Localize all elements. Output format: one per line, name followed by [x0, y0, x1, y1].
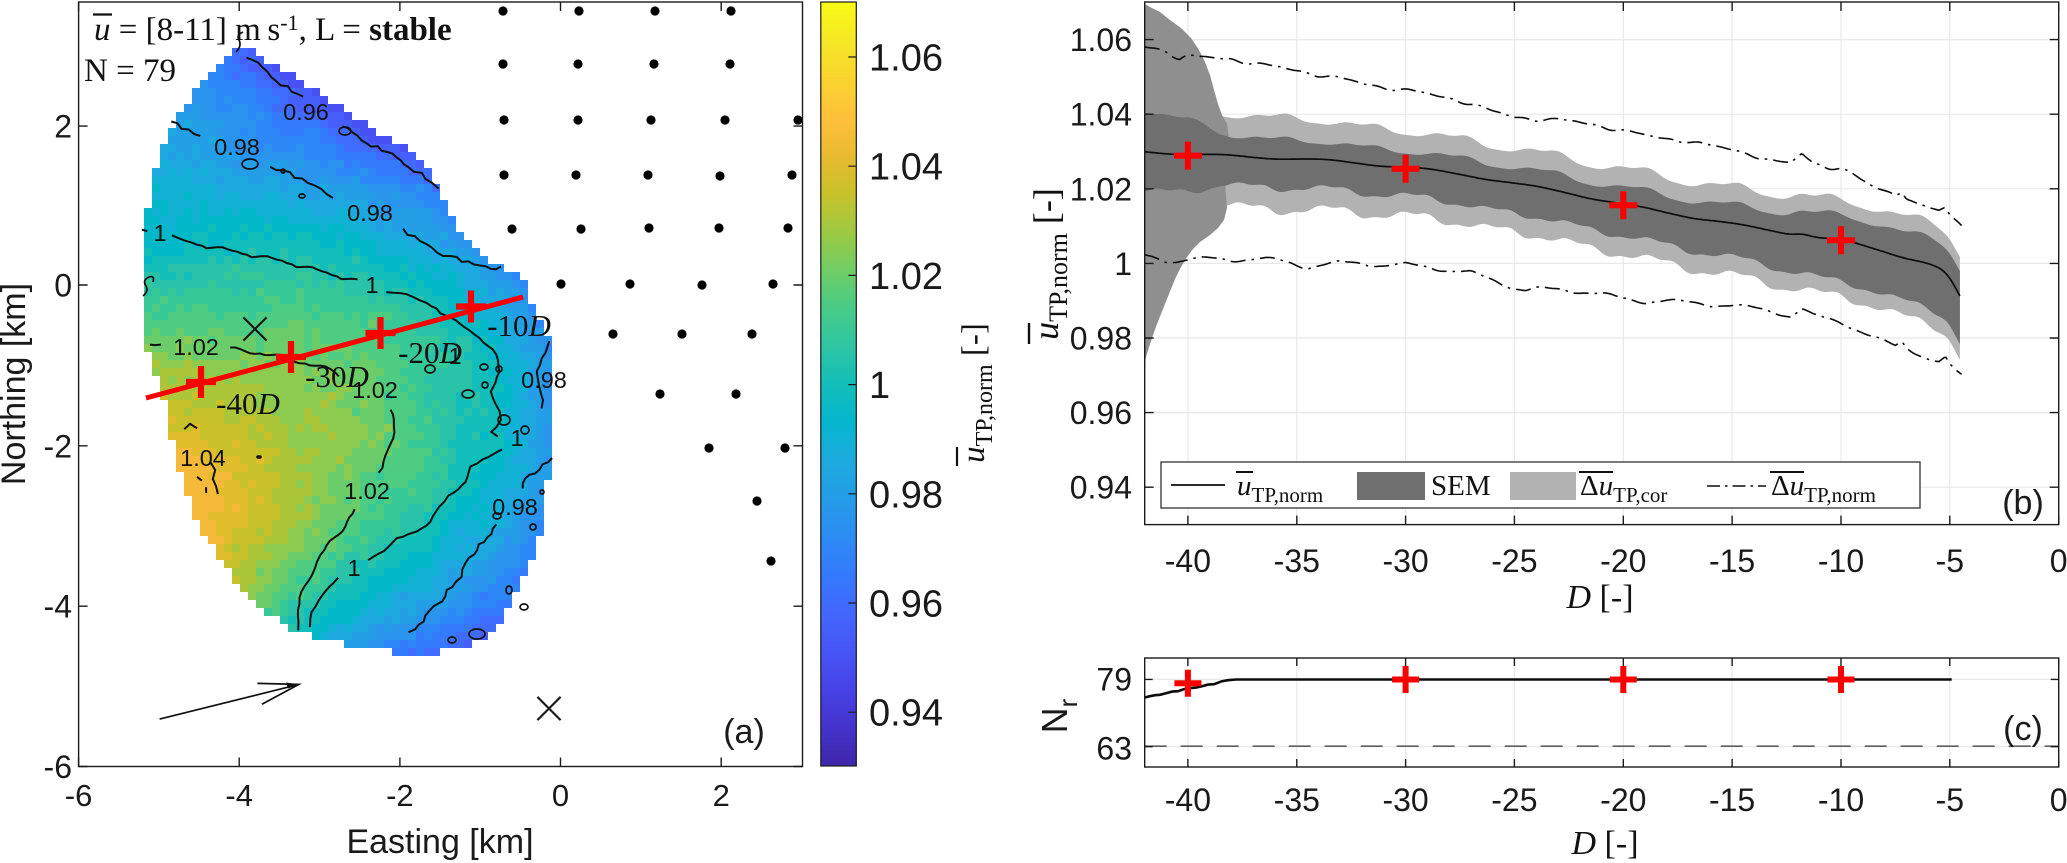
svg-text:-20D: -20D	[398, 335, 462, 370]
svg-text:-15: -15	[1709, 543, 1755, 579]
svg-text:-6: -6	[65, 778, 93, 813]
svg-text:-2: -2	[44, 428, 72, 464]
svg-text:0.96: 0.96	[283, 99, 329, 125]
svg-text:-5: -5	[1936, 543, 1964, 579]
svg-text:(c): (c)	[2003, 710, 2043, 748]
svg-text:0.98: 0.98	[1070, 321, 1132, 357]
svg-text:1.04: 1.04	[180, 445, 226, 471]
svg-text:0: 0	[2050, 543, 2067, 579]
svg-text:0.94: 0.94	[869, 693, 943, 735]
svg-text:-5: -5	[1936, 782, 1964, 818]
svg-text:1.02: 1.02	[1070, 171, 1132, 207]
svg-text:-35: -35	[1274, 782, 1320, 818]
svg-text:-30: -30	[1382, 543, 1428, 579]
svg-text:0.98: 0.98	[869, 474, 943, 516]
svg-text:0.94: 0.94	[1070, 470, 1132, 506]
svg-text:u = [8-11] m s-1, L = stable: u = [8-11] m s-1, L = stable	[94, 10, 452, 48]
svg-text:-35: -35	[1274, 543, 1320, 579]
svg-text:(b): (b)	[2002, 484, 2044, 522]
svg-text:-40: -40	[1165, 782, 1211, 818]
svg-text:1.06: 1.06	[1070, 22, 1132, 58]
svg-text:0.98: 0.98	[347, 200, 393, 226]
svg-text:2: 2	[713, 778, 730, 813]
svg-text:-10: -10	[1818, 782, 1864, 818]
svg-text:0: 0	[54, 268, 72, 304]
svg-text:N = 79: N = 79	[84, 53, 176, 89]
svg-text:1.04: 1.04	[1070, 97, 1132, 133]
svg-text:(a): (a)	[723, 713, 765, 751]
svg-text:1.02: 1.02	[344, 478, 390, 504]
svg-text:0.98: 0.98	[492, 494, 538, 520]
svg-text:-25: -25	[1491, 782, 1537, 818]
svg-text:-10D: -10D	[487, 308, 551, 343]
svg-text:D [-]: D [-]	[1565, 579, 1633, 616]
svg-text:-40: -40	[1165, 543, 1211, 579]
svg-text:-25: -25	[1491, 543, 1537, 579]
svg-text:0.98: 0.98	[521, 367, 567, 393]
svg-text:2: 2	[54, 109, 72, 145]
svg-text:uTP,norm [-]: uTP,norm [-]	[1026, 188, 1073, 340]
svg-text:SEM: SEM	[1431, 470, 1491, 502]
svg-text:-10: -10	[1818, 543, 1864, 579]
svg-text:-2: -2	[386, 778, 414, 813]
svg-text:Easting [km]: Easting [km]	[346, 823, 533, 861]
svg-text:1: 1	[1114, 246, 1132, 282]
svg-text:uTP,norm [-]: uTP,norm [-]	[956, 323, 998, 463]
svg-text:D [-]: D [-]	[1570, 825, 1638, 862]
svg-text:0: 0	[2050, 782, 2067, 818]
svg-text:-20: -20	[1600, 543, 1646, 579]
svg-text:1: 1	[347, 555, 360, 581]
svg-text:0: 0	[552, 778, 569, 813]
svg-text:-15: -15	[1709, 782, 1755, 818]
svg-text:1: 1	[869, 365, 890, 407]
svg-text:1.02: 1.02	[869, 256, 943, 298]
svg-text:uTP,norm: uTP,norm	[1237, 470, 1323, 507]
svg-text:1: 1	[153, 220, 166, 246]
svg-text:-20: -20	[1600, 782, 1646, 818]
svg-text:-4: -4	[225, 778, 253, 813]
svg-text:-30: -30	[1382, 782, 1428, 818]
svg-text:-4: -4	[44, 589, 72, 625]
svg-text:0.96: 0.96	[1070, 395, 1132, 431]
svg-text:1.04: 1.04	[869, 147, 943, 189]
svg-text:Northing [km]: Northing [km]	[0, 283, 33, 485]
svg-text:1.02: 1.02	[173, 334, 219, 360]
svg-text:1: 1	[510, 425, 523, 451]
svg-text:-40D: -40D	[216, 386, 280, 421]
svg-text:-30D: -30D	[305, 359, 369, 394]
svg-text:0.98: 0.98	[214, 134, 260, 160]
svg-text:1: 1	[448, 343, 461, 369]
svg-text:1.06: 1.06	[869, 38, 943, 80]
svg-text:1: 1	[365, 272, 378, 298]
svg-text:1.02: 1.02	[352, 377, 398, 403]
svg-text:0.96: 0.96	[869, 584, 943, 626]
svg-text:-6: -6	[44, 749, 72, 785]
svg-text:79: 79	[1096, 662, 1132, 698]
svg-text:63: 63	[1096, 731, 1132, 767]
